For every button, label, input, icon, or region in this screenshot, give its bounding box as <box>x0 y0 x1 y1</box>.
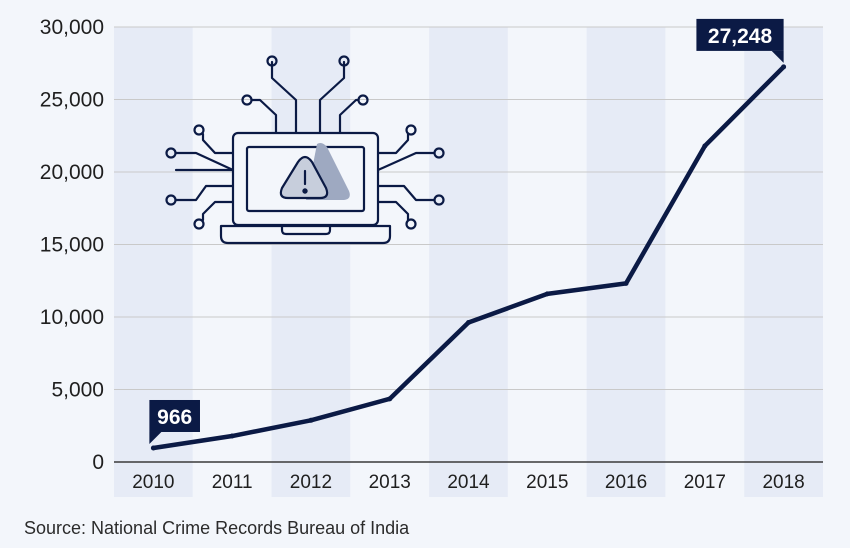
data-point <box>229 433 235 439</box>
callout-box <box>696 18 784 51</box>
y-axis-ticks: 0 5,000 10,000 15,000 20,000 25,000 30,000 <box>40 16 104 474</box>
data-points <box>150 64 787 451</box>
x-tick-label: 2011 <box>212 472 253 493</box>
column-band <box>507 27 587 497</box>
data-point <box>702 143 708 149</box>
column-bands <box>114 27 823 497</box>
y-tick-label: 5,000 <box>51 379 104 402</box>
data-point <box>387 396 393 402</box>
column-band <box>744 27 823 497</box>
y-tick-label: 20,000 <box>40 161 104 184</box>
x-tick-label: 2016 <box>605 472 647 493</box>
column-band <box>350 27 430 497</box>
callout-pointer <box>149 431 162 444</box>
y-tick-label: 10,000 <box>40 306 104 329</box>
x-tick-label: 2012 <box>290 472 332 493</box>
column-band <box>665 27 745 497</box>
x-tick-label: 2017 <box>684 472 726 493</box>
column-band <box>192 27 272 497</box>
y-tick-label: 15,000 <box>40 234 104 257</box>
y-tick-label: 0 <box>92 451 104 474</box>
data-label: 27,248 <box>708 25 773 48</box>
y-tick-label: 30,000 <box>40 16 104 39</box>
data-point <box>150 445 156 451</box>
data-point <box>623 280 629 286</box>
callout-box <box>149 399 200 432</box>
data-point <box>544 291 550 297</box>
data-point <box>781 64 787 70</box>
x-tick-label: 2018 <box>762 472 804 493</box>
data-point <box>466 319 471 325</box>
data-point <box>308 417 314 423</box>
column-band <box>586 27 666 497</box>
data-label: 966 <box>157 406 192 429</box>
x-tick-label: 2013 <box>369 472 411 493</box>
y-tick-label: 25,000 <box>40 89 104 112</box>
callout-pointer <box>771 50 784 63</box>
laptop-warning-circuit-icon <box>165 55 445 245</box>
column-band <box>429 27 508 497</box>
source-note: Source: National Crime Records Bureau of… <box>24 518 410 538</box>
x-tick-label: 2014 <box>447 472 490 493</box>
value-callout: 27,248 <box>696 18 784 63</box>
x-tick-label: 2010 <box>132 472 174 493</box>
x-axis-ticks: 2010 2011 2012 2013 2014 2015 2016 2017 2018 <box>132 472 805 493</box>
value-callouts: 966 27,248 <box>149 18 784 444</box>
value-callout: 966 <box>149 399 200 444</box>
x-tick-label: 2015 <box>526 472 568 493</box>
